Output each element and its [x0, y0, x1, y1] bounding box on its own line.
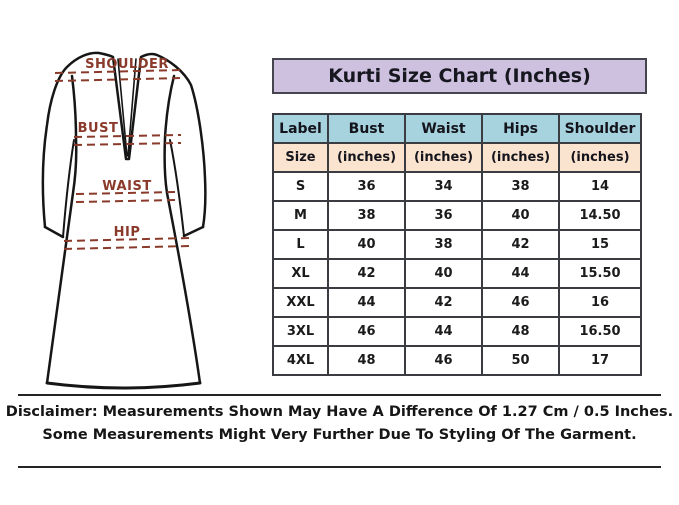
body-left-edge [45, 74, 78, 385]
shoulder-cell: 15 [558, 229, 642, 260]
table-row-xl: XL 42 40 44 15.50 [272, 258, 642, 289]
hips-cell: 40 [481, 200, 560, 231]
disclaimer-top-rule [18, 394, 661, 396]
col-header-waist: Waist [404, 113, 483, 144]
bust-label: BUST [78, 121, 119, 136]
waist-cell: 46 [404, 345, 483, 376]
disclaimer-line1: Disclaimer: Measurements Shown May Have … [5, 404, 674, 420]
size-table: Label Bust Waist Hips Shoulder Size (inc… [272, 113, 642, 376]
right-cuff [182, 225, 205, 238]
bust-cell: 38 [327, 200, 406, 231]
subheader-size: Size [272, 142, 329, 173]
hip-label: HIP [114, 225, 141, 240]
waist-cell: 36 [404, 200, 483, 231]
size-cell: M [272, 200, 329, 231]
shoulder-measure-line [54, 69, 183, 82]
bust-cell: 36 [327, 171, 406, 202]
kurti-outline [41, 51, 207, 229]
right-sleeve-inner [169, 139, 185, 237]
size-cell: XXL [272, 287, 329, 318]
waist-measure-line [75, 191, 177, 203]
neck-placket-lines [117, 58, 137, 157]
bust-cell: 48 [327, 345, 406, 376]
hips-cell: 48 [481, 316, 560, 347]
table-row-s: S 36 34 38 14 [272, 171, 642, 202]
shoulder-cell: 17 [558, 345, 642, 376]
hips-cell: 38 [481, 171, 560, 202]
bust-measure-line [73, 134, 182, 146]
disclaimer-bottom-rule [18, 466, 661, 468]
waist-cell: 42 [404, 287, 483, 318]
subheader-bust-unit: (inches) [327, 142, 406, 173]
table-row-4xl: 4XL 48 46 50 17 [272, 345, 642, 376]
shoulder-cell: 14 [558, 171, 642, 202]
waist-cell: 40 [404, 258, 483, 289]
size-cell: S [272, 171, 329, 202]
shoulder-cell: 16 [558, 287, 642, 318]
hips-cell: 42 [481, 229, 560, 260]
chart-title: Kurti Size Chart (Inches) [328, 65, 591, 87]
hips-cell: 50 [481, 345, 560, 376]
shoulder-cell: 14.50 [558, 200, 642, 231]
bust-cell: 44 [327, 287, 406, 318]
size-cell: XL [272, 258, 329, 289]
waist-label: WAIST [102, 179, 151, 194]
bust-cell: 46 [327, 316, 406, 347]
table-row-3xl: 3XL 46 44 48 16.50 [272, 316, 642, 347]
hem-line [45, 381, 202, 390]
size-cell: 4XL [272, 345, 329, 376]
body-right-edge [163, 74, 202, 385]
bust-cell: 42 [327, 258, 406, 289]
col-header-bust: Bust [327, 113, 406, 144]
disclaimer-line2: Some Measurements Might Very Further Due… [42, 427, 637, 443]
hip-measure-line [63, 237, 190, 250]
table-header-row: Label Bust Waist Hips Shoulder [272, 113, 642, 144]
chart-title-box: Kurti Size Chart (Inches) [272, 58, 647, 94]
size-cell: 3XL [272, 316, 329, 347]
hips-cell: 44 [481, 258, 560, 289]
bust-cell: 40 [327, 229, 406, 260]
left-cuff [43, 225, 65, 239]
table-row-xxl: XXL 44 42 46 16 [272, 287, 642, 318]
col-header-label: Label [272, 113, 329, 144]
disclaimer: Disclaimer: Measurements Shown May Have … [0, 401, 679, 447]
table-subheader-row: Size (inches) (inches) (inches) (inches) [272, 142, 642, 173]
table-row-l: L 40 38 42 15 [272, 229, 642, 260]
kurti-measurement-diagram: SHOULDER BUST WAIST HIP [0, 40, 260, 400]
kurti-illustration: SHOULDER BUST WAIST HIP [41, 51, 207, 390]
col-header-shoulder: Shoulder [558, 113, 642, 144]
shoulder-cell: 16.50 [558, 316, 642, 347]
waist-cell: 38 [404, 229, 483, 260]
waist-cell: 34 [404, 171, 483, 202]
subheader-waist-unit: (inches) [404, 142, 483, 173]
waist-cell: 44 [404, 316, 483, 347]
subheader-shoulder-unit: (inches) [558, 142, 642, 173]
subheader-hips-unit: (inches) [481, 142, 560, 173]
hips-cell: 46 [481, 287, 560, 318]
left-sleeve-inner [62, 139, 75, 238]
shoulder-label: SHOULDER [85, 57, 169, 72]
col-header-hips: Hips [481, 113, 560, 144]
shoulder-cell: 15.50 [558, 258, 642, 289]
size-cell: L [272, 229, 329, 260]
table-row-m: M 38 36 40 14.50 [272, 200, 642, 231]
